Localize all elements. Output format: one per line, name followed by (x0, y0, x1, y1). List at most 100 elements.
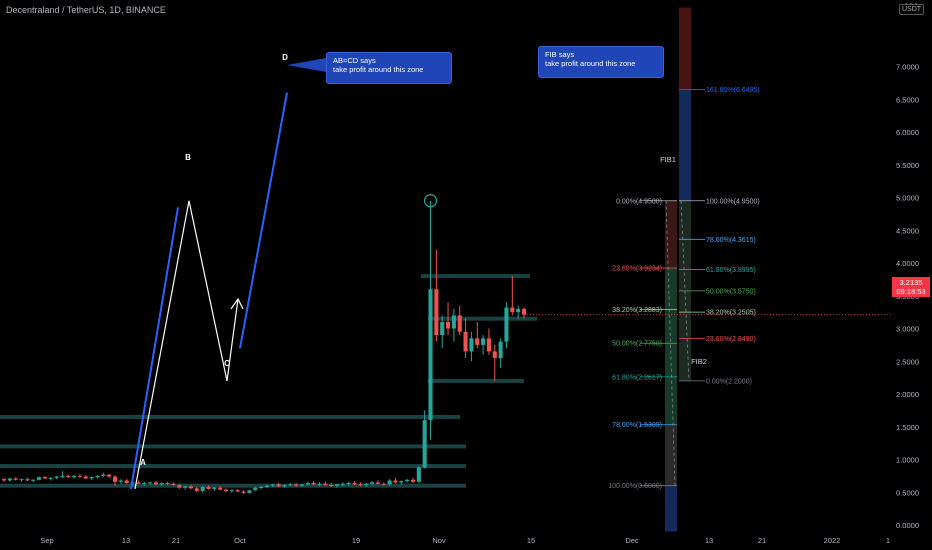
candle-body (241, 491, 246, 493)
candle-body (42, 477, 47, 479)
y-tick-label: 2.5000 (896, 357, 919, 366)
last-price-value: 3.2135 (899, 278, 923, 287)
fib-callout[interactable]: FIB says take profit around this zone (538, 46, 664, 78)
x-tick-label: Nov (432, 536, 446, 545)
candle-body (66, 475, 71, 478)
candle-body (124, 480, 129, 484)
candle-body (299, 484, 305, 486)
fib-callout-line1: FIB says (545, 50, 575, 59)
x-tick-label: 13 (122, 536, 130, 545)
candle-body (358, 484, 363, 486)
y-tick-label: 6.0000 (896, 128, 919, 137)
fib2-trendline (680, 200, 690, 381)
x-tick-label: Dec (625, 536, 639, 545)
candle-body (89, 477, 94, 479)
x-tick-label: Sep (40, 536, 53, 545)
fib1-label: FIB1 (660, 155, 676, 164)
candle-body (37, 477, 42, 480)
x-tick-label: 19 (352, 536, 360, 545)
candle-body (399, 481, 404, 483)
candle-body (422, 420, 427, 468)
fib2-level-label: 100.00%(4.9500) (706, 198, 760, 205)
support-level-line (428, 316, 537, 321)
candle-body (188, 486, 194, 489)
support-level-line (0, 414, 460, 419)
candle-body (171, 483, 176, 486)
candle-body (235, 490, 240, 492)
candle-body (294, 484, 299, 486)
fib1-zone-low (665, 424, 677, 486)
support-level-line (0, 464, 466, 469)
candle-body (118, 480, 123, 482)
x-tick-label: 1 (886, 536, 890, 545)
y-tick-label: 1.5000 (896, 423, 919, 432)
candle-body (177, 485, 182, 488)
candle-body (270, 484, 275, 486)
fib1-level-label: 38.20%(3.2883) (612, 307, 662, 314)
fib-callout-line2: take profit around this zone (545, 59, 636, 68)
candle-body (346, 483, 351, 485)
candle-body (229, 490, 234, 492)
y-tick-label: 3.0000 (896, 325, 919, 334)
candle-body (60, 475, 65, 477)
candle-body (317, 483, 322, 485)
fib2-label: FIB2 (691, 357, 707, 366)
candle-body (463, 331, 468, 352)
candle-body (159, 483, 164, 485)
y-tick-label: 2.0000 (896, 390, 919, 399)
candle-body (253, 487, 258, 491)
candle-body (492, 351, 497, 358)
last-price-tag: 3.2135 09:18:53 (892, 277, 930, 297)
abcd-callout-line2: take profit around this zone (333, 65, 424, 74)
candle-body (142, 483, 147, 485)
fib1-level-label: 100.00%(0.6000) (608, 483, 662, 490)
chart-title: Decentraland / TetherUS, 1D, BINANCE (6, 5, 166, 15)
fib2-level-label: 38.20%(3.2505) (706, 310, 756, 317)
ellipsis-icon[interactable]: ··· (904, 0, 919, 10)
candle-body (504, 307, 509, 342)
fib2-level-label: 61.80%(3.8995) (706, 267, 756, 274)
abcd-zigzag (134, 200, 239, 490)
point-c-label: C (224, 359, 230, 368)
fib1-zone-mid (665, 268, 677, 425)
candle-body (212, 487, 217, 489)
x-tick-label: 21 (172, 536, 180, 545)
candle-body (410, 479, 416, 482)
candle-body (446, 321, 451, 329)
abcd-callout-pointer (287, 58, 326, 72)
candle-body (416, 467, 421, 482)
candle-body (13, 478, 18, 480)
candle-body (440, 321, 445, 336)
fib2-level-label: 50.00%(3.5750) (706, 288, 756, 295)
candle-body (334, 484, 340, 486)
fib1-level-label: 50.00%(2.7750) (612, 341, 662, 348)
candle-body (451, 315, 456, 329)
ab-projection-line (130, 207, 179, 490)
y-tick-label: 5.0000 (896, 194, 919, 203)
support-level-line (421, 274, 530, 279)
candle-body (370, 482, 375, 484)
support-level-line (428, 378, 524, 383)
abcd-callout[interactable]: AB=CD says take profit around this zone (326, 52, 452, 84)
candle-body (329, 485, 334, 487)
point-a-label: A (140, 458, 146, 467)
support-level-line (0, 483, 466, 488)
candle-body (352, 483, 357, 485)
currency-badge[interactable]: USDT (899, 4, 925, 15)
y-tick-label: 5.5000 (896, 161, 919, 170)
point-d-label: D (282, 53, 288, 62)
candle-body (259, 487, 264, 489)
candle-body (153, 482, 158, 485)
x-tick-label: 2022 (824, 536, 841, 545)
fib1-zone-bottom (665, 485, 677, 532)
candle-body (475, 338, 480, 345)
candle-body (405, 479, 410, 482)
y-tick-label: 1.0000 (896, 456, 919, 465)
cd-projection-line (239, 92, 288, 349)
y-tick-label: 0.0000 (896, 521, 919, 530)
candle-body (19, 479, 24, 481)
fib2-zone-blue (679, 89, 691, 201)
candle-body (194, 488, 199, 491)
candle-body (247, 490, 252, 493)
